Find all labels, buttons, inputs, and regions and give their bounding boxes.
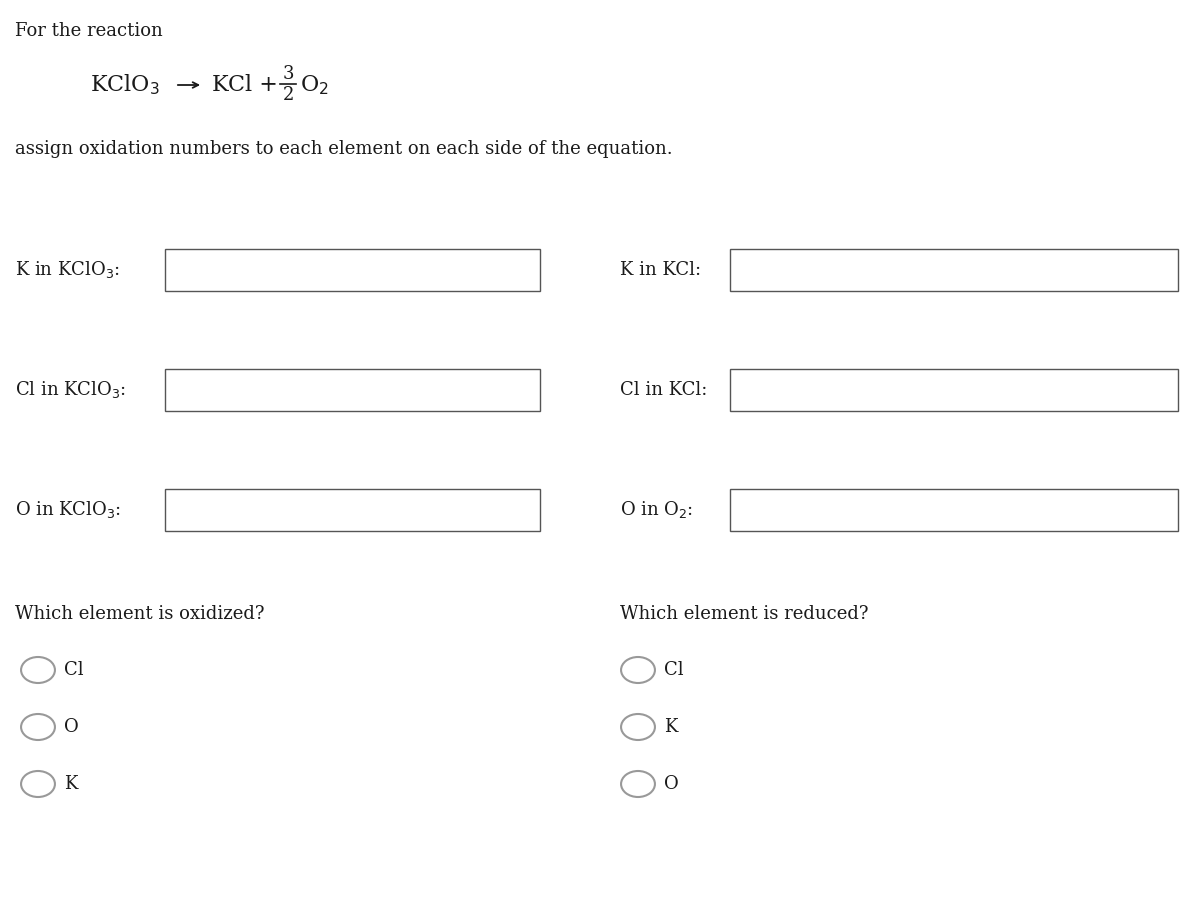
Text: O in KClO$_3$:: O in KClO$_3$:	[14, 499, 121, 520]
Text: KClO$_3$: KClO$_3$	[90, 73, 160, 98]
Text: K: K	[64, 775, 77, 793]
Text: Cl in KClO$_3$:: Cl in KClO$_3$:	[14, 379, 126, 401]
Text: K: K	[664, 718, 677, 736]
Text: 2: 2	[282, 86, 294, 104]
Text: KCl +: KCl +	[212, 74, 278, 96]
Text: O in O$_2$:: O in O$_2$:	[620, 499, 694, 520]
Text: K in KCl:: K in KCl:	[620, 261, 701, 279]
FancyBboxPatch shape	[166, 249, 540, 291]
FancyBboxPatch shape	[730, 489, 1178, 531]
Text: Cl in KCl:: Cl in KCl:	[620, 381, 707, 399]
FancyBboxPatch shape	[166, 489, 540, 531]
Text: K in KClO$_3$:: K in KClO$_3$:	[14, 260, 120, 281]
Text: Which element is reduced?: Which element is reduced?	[620, 605, 869, 623]
Text: Which element is oxidized?: Which element is oxidized?	[14, 605, 264, 623]
Text: For the reaction: For the reaction	[14, 22, 163, 40]
Text: O$_2$: O$_2$	[300, 73, 329, 97]
FancyBboxPatch shape	[166, 369, 540, 411]
Text: O: O	[64, 718, 79, 736]
Text: 3: 3	[282, 65, 294, 83]
Text: Cl: Cl	[664, 661, 684, 679]
Text: Cl: Cl	[64, 661, 84, 679]
FancyBboxPatch shape	[730, 249, 1178, 291]
Text: assign oxidation numbers to each element on each side of the equation.: assign oxidation numbers to each element…	[14, 140, 673, 158]
Text: O: O	[664, 775, 679, 793]
FancyBboxPatch shape	[730, 369, 1178, 411]
